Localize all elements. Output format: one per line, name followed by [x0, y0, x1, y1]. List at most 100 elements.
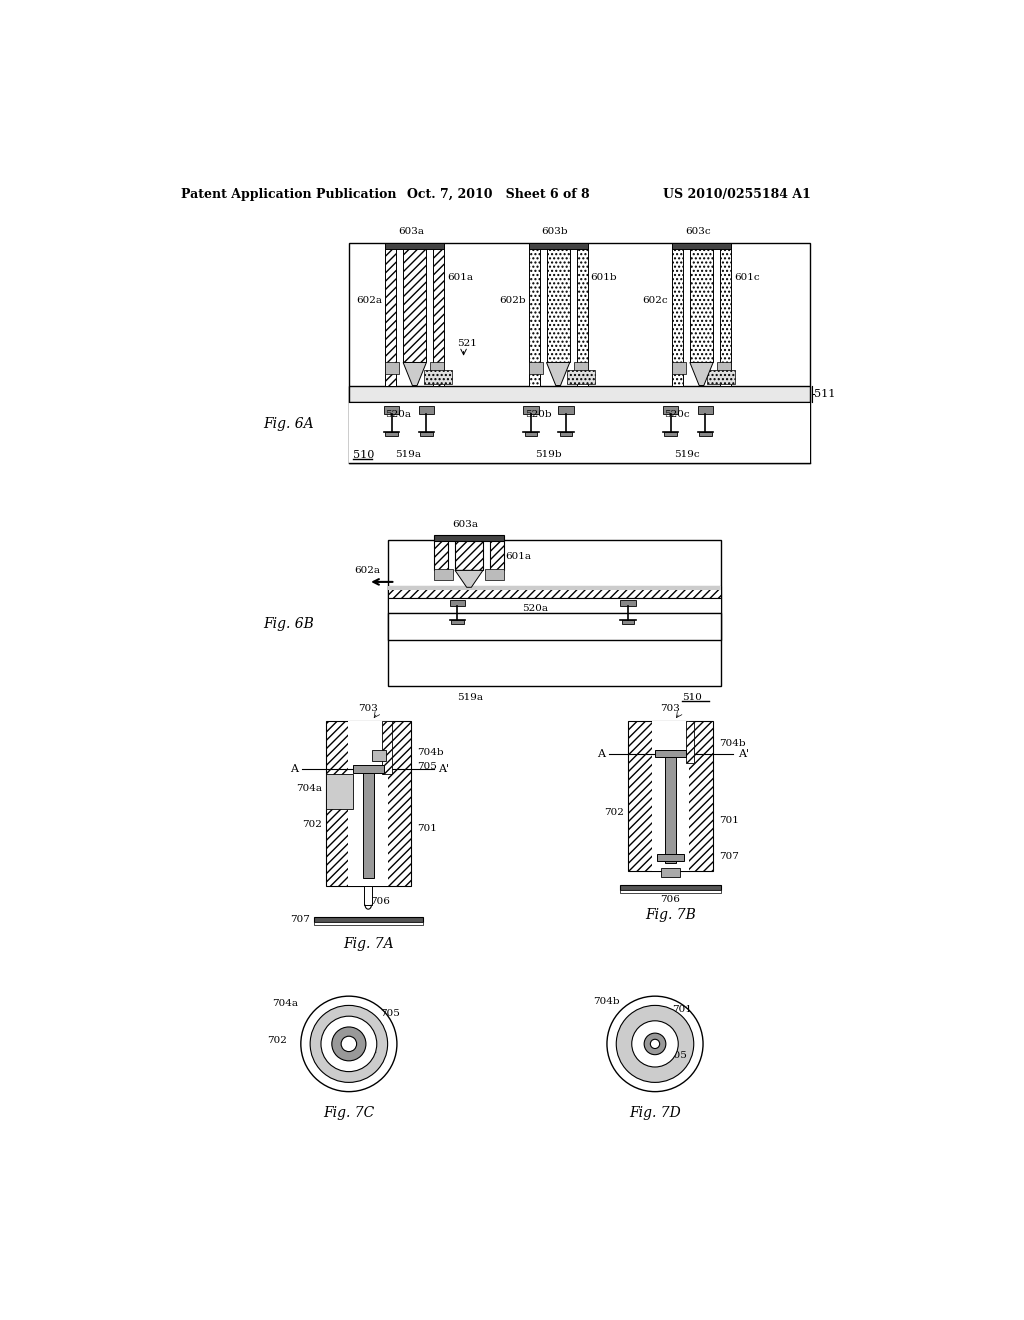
Text: 703: 703 [660, 705, 680, 713]
Bar [690, 247, 713, 363]
Text: 602a: 602a [354, 566, 380, 574]
Bar [384, 407, 399, 414]
Text: 602c: 602c [643, 297, 669, 305]
Circle shape [650, 1039, 659, 1048]
Text: 520a: 520a [385, 409, 412, 418]
Circle shape [332, 1027, 366, 1061]
Text: Fig. 7C: Fig. 7C [324, 1106, 375, 1121]
Circle shape [632, 1020, 678, 1067]
Text: 704a: 704a [296, 784, 323, 793]
Bar [382, 721, 391, 775]
Bar [434, 535, 504, 541]
Text: Fig. 6B: Fig. 6B [263, 618, 314, 631]
Circle shape [301, 997, 397, 1092]
Bar [656, 854, 684, 862]
Bar [314, 923, 423, 925]
Text: Fig. 7B: Fig. 7B [645, 908, 696, 923]
Bar [655, 750, 686, 758]
Text: 602a: 602a [356, 297, 382, 305]
Text: Oct. 7, 2010   Sheet 6 of 8: Oct. 7, 2010 Sheet 6 of 8 [407, 187, 590, 201]
Polygon shape [547, 363, 569, 385]
Bar [388, 598, 721, 614]
Bar [573, 363, 588, 374]
Text: 702: 702 [267, 1036, 287, 1044]
Circle shape [644, 1034, 666, 1055]
Bar [547, 247, 569, 363]
Text: 520c: 520c [665, 409, 690, 418]
Bar [663, 407, 678, 414]
Bar [349, 385, 810, 403]
Bar [628, 721, 713, 871]
Text: 520b: 520b [524, 409, 552, 418]
Text: 706: 706 [371, 898, 390, 906]
Bar [403, 247, 426, 363]
Bar [489, 540, 504, 570]
Bar [528, 243, 588, 249]
Circle shape [616, 1006, 693, 1082]
Bar [352, 766, 384, 774]
Text: US 2010/0255184 A1: US 2010/0255184 A1 [663, 187, 811, 201]
Bar [621, 890, 721, 892]
Bar [560, 432, 572, 437]
Bar [672, 363, 686, 374]
Bar [388, 586, 721, 590]
Bar [385, 243, 444, 249]
Bar [455, 540, 483, 570]
Bar [558, 407, 573, 414]
Bar [528, 247, 540, 385]
Bar [567, 370, 595, 384]
Text: Patent Application Publication: Patent Application Publication [180, 187, 396, 201]
Bar [388, 586, 721, 598]
Bar [720, 247, 731, 385]
Text: 601b: 601b [591, 273, 617, 282]
Bar [430, 363, 444, 374]
Bar [528, 363, 543, 374]
Text: 519a: 519a [458, 693, 483, 702]
Text: 703: 703 [358, 705, 378, 713]
Bar [577, 247, 588, 385]
Text: 704b: 704b [594, 997, 621, 1006]
Bar [326, 721, 411, 886]
Circle shape [321, 1016, 377, 1072]
Bar [349, 403, 810, 462]
Circle shape [310, 1006, 388, 1082]
Text: 602b: 602b [500, 297, 526, 305]
Bar [419, 407, 434, 414]
Text: 704b: 704b [417, 748, 443, 758]
Bar [672, 247, 683, 385]
Polygon shape [690, 363, 713, 385]
Bar [699, 432, 712, 437]
Bar [388, 540, 721, 686]
Text: 704a: 704a [272, 999, 299, 1008]
Bar [697, 407, 713, 414]
Bar [485, 569, 504, 579]
Bar [686, 721, 693, 763]
Bar [349, 243, 810, 462]
Bar [672, 243, 731, 249]
Text: 601a: 601a [447, 273, 473, 282]
Bar [652, 721, 689, 871]
Bar [523, 407, 539, 414]
Bar [621, 884, 721, 890]
Text: A': A' [738, 748, 749, 759]
Text: 521: 521 [458, 339, 477, 347]
Bar [385, 247, 396, 385]
Text: 601a: 601a [506, 552, 531, 561]
Text: 601c: 601c [734, 273, 760, 282]
Bar [662, 867, 680, 876]
Bar [385, 363, 399, 374]
Text: Fig. 6A: Fig. 6A [263, 417, 314, 432]
Text: 603b: 603b [541, 227, 567, 236]
Bar [424, 370, 452, 384]
Text: 705: 705 [668, 1051, 687, 1060]
Bar [717, 363, 731, 374]
Text: 519b: 519b [535, 450, 561, 459]
Bar [365, 886, 372, 906]
Bar [372, 750, 386, 760]
Bar [433, 247, 444, 385]
Bar [362, 774, 374, 878]
Text: 510: 510 [682, 693, 702, 702]
Bar [622, 619, 634, 624]
Text: 520a: 520a [522, 605, 548, 614]
Text: 603a: 603a [398, 227, 424, 236]
